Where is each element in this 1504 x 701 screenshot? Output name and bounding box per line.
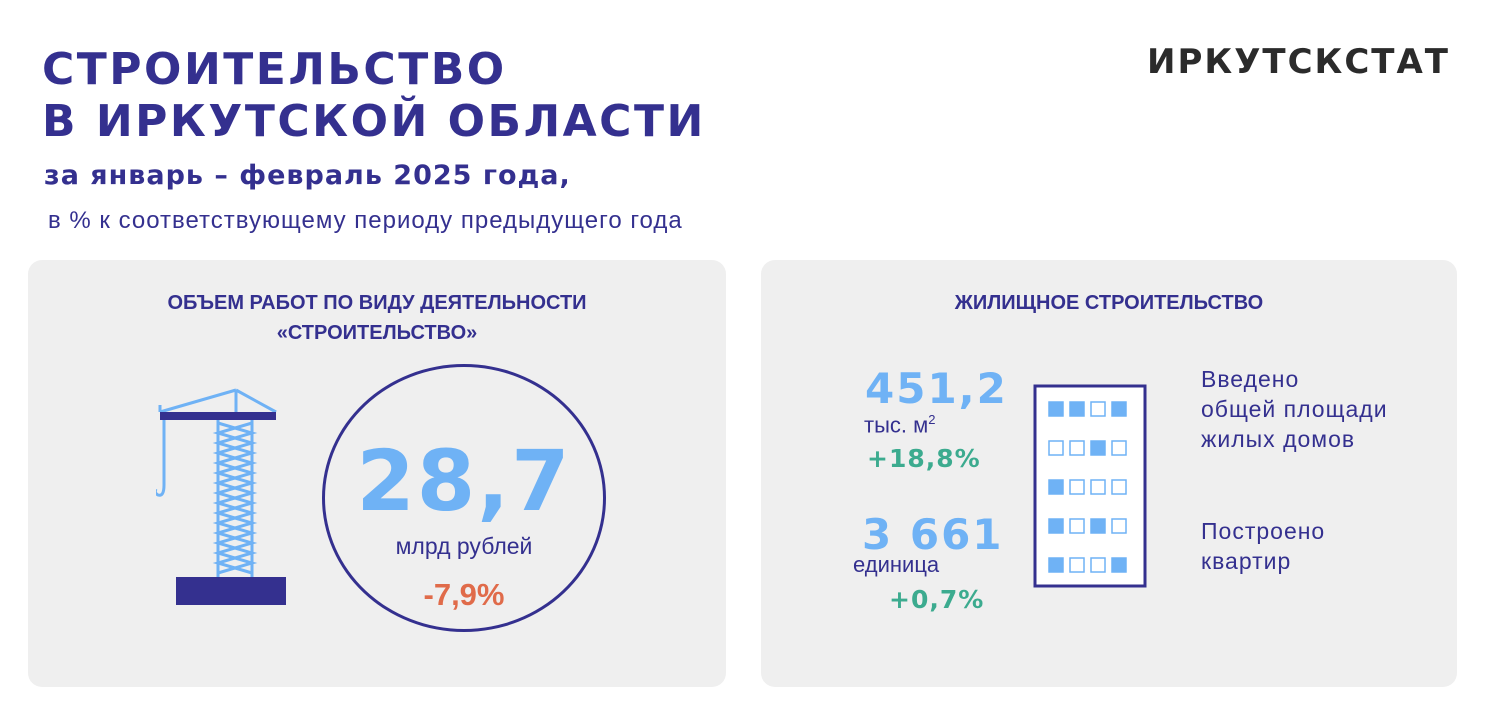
crane-icon [156,388,286,605]
housing-area-value: 451,2 [865,364,1008,413]
building-window [1069,401,1085,417]
housing-apartments-value: 3 661 [862,510,1004,559]
building-window [1090,557,1106,573]
brand-logo: ИРКУТСКСТАТ [1147,42,1450,82]
building-window [1090,479,1106,495]
building-window [1111,557,1127,573]
housing-area-unit-sup: 2 [928,412,936,427]
housing-area-label-line3: жилых домов [1201,426,1356,452]
building-window [1069,440,1085,456]
building-window [1048,479,1064,495]
building-window [1048,557,1064,573]
construction-title-line2: «СТРОИТЕЛЬСТВО» [276,322,478,344]
housing-apartments-unit: единица [853,552,940,577]
building-window [1048,401,1064,417]
housing-area-label: Введено общей площади жилых домов [1201,364,1388,454]
page-title-line2: В ИРКУТСКОЙ ОБЛАСТИ [42,96,706,147]
building-window [1048,440,1064,456]
building-window [1090,440,1106,456]
housing-area-unit: тыс. м2 [864,412,935,438]
construction-title-line1: ОБЪЕМ РАБОТ ПО ВИДУ ДЕЯТЕЛЬНОСТИ [167,292,587,314]
housing-area-label-line1: Введено [1201,366,1300,392]
construction-panel-title: ОБЪЕМ РАБОТ ПО ВИДУ ДЕЯТЕЛЬНОСТИ «СТРОИТ… [28,288,726,348]
housing-area-change: +18,8% [867,444,981,473]
building-window [1090,401,1106,417]
building-window [1069,479,1085,495]
building-window [1048,518,1064,534]
period-subtitle: за январь – февраль 2025 года, [44,160,571,191]
building-window [1111,401,1127,417]
building-window [1111,518,1127,534]
page-title-line1: СТРОИТЕЛЬСТВО [42,44,507,95]
construction-change: -7,9% [423,577,505,612]
construction-value: 28,7 [356,432,572,530]
comparison-caption: в % к соответствующему периоду предыдуще… [48,207,683,234]
housing-apartments-label: Построено квартир [1201,516,1325,576]
construction-unit: млрд рублей [395,533,533,559]
building-window [1111,479,1127,495]
building-window [1069,557,1085,573]
housing-panel-title: ЖИЛИЩНОЕ СТРОИТЕЛЬСТВО [954,292,1264,314]
housing-apartments-change: +0,7% [889,585,985,614]
housing-apartments-label-line2: квартир [1201,548,1292,574]
building-window [1111,440,1127,456]
building-icon [1033,384,1147,588]
page-title: СТРОИТЕЛЬСТВО В ИРКУТСКОЙ ОБЛАСТИ [42,44,706,148]
construction-panel: ОБЪЕМ РАБОТ ПО ВИДУ ДЕЯТЕЛЬНОСТИ «СТРОИТ… [28,260,726,687]
building-window [1069,518,1085,534]
building-window [1090,518,1106,534]
housing-area-label-line2: общей площади [1201,396,1388,422]
housing-apartments-label-line1: Построено [1201,518,1326,544]
housing-panel: ЖИЛИЩНОЕ СТРОИТЕЛЬСТВО 451,2 тыс. м2 +18… [761,260,1457,687]
construction-value-circle: 28,7 млрд рублей -7,9% [322,364,606,632]
housing-area-unit-text: тыс. м [864,412,929,438]
